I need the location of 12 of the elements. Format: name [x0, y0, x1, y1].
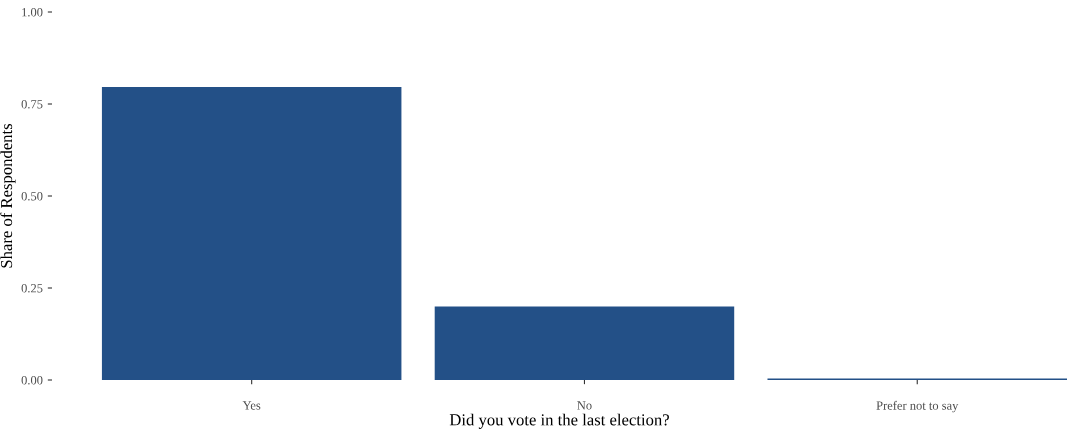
x-axis-title: Did you vote in the last election? [449, 413, 669, 429]
y-tick-label: 1.00 [22, 8, 43, 17]
x-tick-label: Prefer not to say [876, 400, 959, 413]
y-tick-label: 0.00 [21, 376, 43, 385]
x-tick-label: No [577, 401, 592, 410]
y-tick-label: 0.50 [21, 192, 43, 201]
y-tick-label: 0.25 [21, 284, 43, 293]
y-axis-title: Share of Respondents [0, 123, 16, 268]
y-tick-label: 0.75 [21, 100, 43, 109]
bar [434, 306, 735, 380]
x-tick-label: Yes [242, 401, 261, 410]
bar [101, 87, 402, 380]
